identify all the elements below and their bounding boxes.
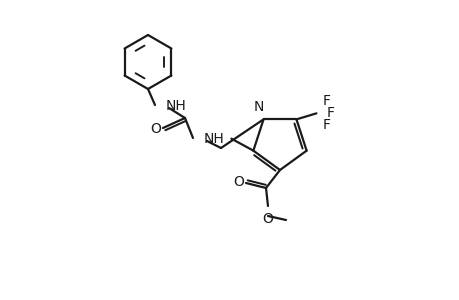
- Text: O: O: [233, 175, 244, 189]
- Text: F: F: [322, 94, 330, 108]
- Text: O: O: [262, 212, 273, 226]
- Text: F: F: [322, 118, 330, 132]
- Text: NH: NH: [166, 99, 186, 113]
- Text: F: F: [326, 106, 334, 120]
- Text: O: O: [150, 122, 161, 136]
- Text: NH: NH: [203, 132, 224, 146]
- Text: N: N: [253, 100, 263, 114]
